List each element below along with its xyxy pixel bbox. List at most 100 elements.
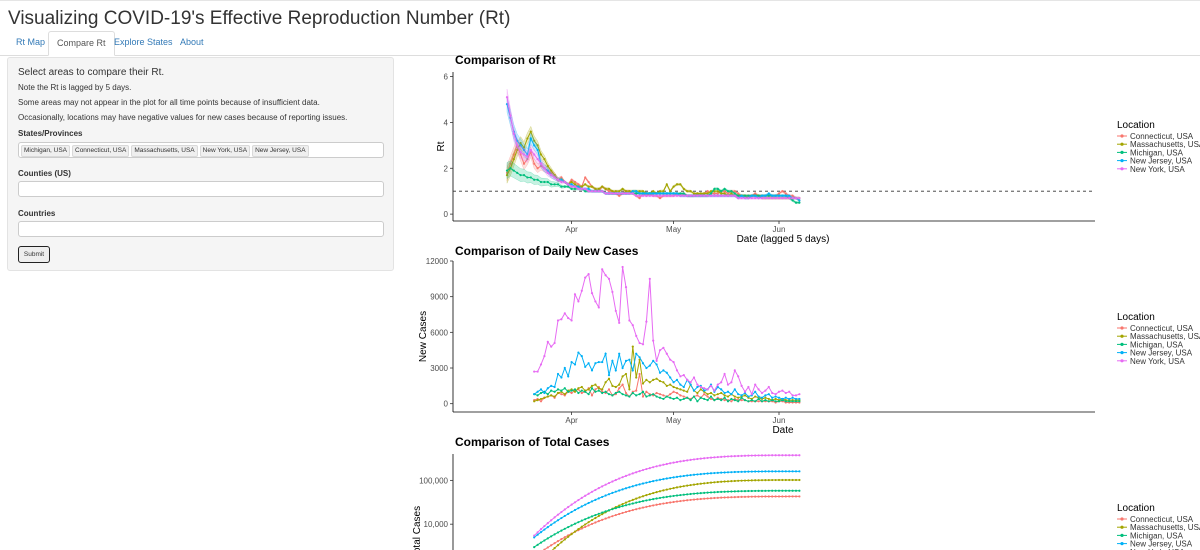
data-point [546, 393, 549, 396]
data-point [774, 393, 777, 396]
data-point [584, 503, 587, 506]
data-point [638, 341, 641, 345]
data-point [760, 194, 764, 197]
state-chip[interactable]: New York, USA [199, 145, 251, 157]
state-chip[interactable]: New Jersey, USA [252, 145, 309, 157]
states-select[interactable]: Michigan, USA Connecticut, USA Massachus… [18, 142, 384, 158]
data-point [550, 171, 553, 174]
data-point [601, 511, 604, 514]
data-point [703, 397, 706, 401]
data-point [587, 180, 590, 184]
data-point [696, 400, 699, 403]
data-point [730, 381, 733, 384]
data-point [563, 312, 566, 315]
data-point [621, 505, 624, 508]
data-point [703, 393, 706, 396]
state-chip[interactable]: Michigan, USA [21, 145, 70, 157]
state-chip[interactable]: Connecticut, USA [72, 145, 130, 157]
data-point [764, 396, 767, 399]
data-point [604, 510, 607, 513]
data-point [641, 395, 645, 398]
data-point [720, 471, 723, 474]
data-point [580, 389, 583, 392]
data-point [730, 471, 733, 474]
data-point [536, 390, 539, 393]
data-point [757, 470, 760, 473]
tab-rt-map[interactable]: Rt Map [16, 37, 46, 47]
data-point [720, 480, 723, 483]
data-point [672, 397, 675, 401]
data-point [757, 395, 760, 398]
data-point [641, 382, 645, 385]
data-point [747, 196, 750, 200]
counties-select[interactable] [18, 181, 384, 197]
data-point [675, 391, 679, 395]
data-point [662, 489, 665, 492]
data-point [686, 190, 689, 193]
data-point [767, 489, 770, 492]
data-point [682, 389, 685, 392]
data-point [587, 492, 590, 495]
data-point [577, 521, 580, 524]
tab-explore-states[interactable]: Explore States [114, 37, 173, 47]
data-point [543, 396, 546, 399]
data-point [652, 378, 655, 381]
data-point [760, 479, 764, 482]
state-chip[interactable]: Massachusetts, USA [131, 145, 198, 157]
data-point [675, 460, 679, 464]
data-point [726, 383, 730, 386]
data-point [706, 399, 709, 402]
data-point [601, 485, 604, 488]
countries-select[interactable] [18, 221, 384, 237]
data-point [750, 495, 753, 498]
data-point [709, 472, 713, 475]
data-point [784, 478, 787, 482]
data-point [771, 196, 774, 200]
data-point [553, 542, 556, 545]
data-point [764, 470, 767, 473]
chart-title: Comparison of Daily New Cases [455, 244, 639, 258]
x-axis-title: Date [772, 425, 794, 436]
data-point [689, 474, 692, 477]
data-point [614, 309, 617, 313]
data-point [590, 500, 594, 503]
data-point [601, 495, 604, 499]
data-point [774, 478, 777, 482]
data-point [723, 455, 726, 458]
data-point [798, 199, 801, 202]
data-point [672, 500, 675, 504]
data-point [669, 358, 672, 361]
data-point [692, 376, 696, 379]
data-point [546, 340, 549, 343]
submit-button[interactable]: Submit [18, 246, 50, 263]
y-tick-label: 3000 [430, 364, 448, 373]
data-point [740, 196, 743, 200]
tab-compare-rt[interactable]: Compare Rt [48, 31, 115, 56]
data-point [689, 483, 692, 487]
data-point [641, 192, 645, 195]
data-point [682, 499, 685, 502]
data-point [682, 194, 685, 197]
legend-label: Connecticut, USA [1130, 515, 1194, 524]
data-point [760, 495, 764, 498]
data-point [594, 498, 597, 501]
data-point [686, 499, 689, 502]
data-point [781, 196, 784, 200]
data-point [631, 369, 634, 372]
legend-label: Massachusetts, USA [1130, 332, 1200, 341]
data-point [696, 385, 699, 389]
y-tick-label: 4 [444, 118, 449, 127]
data-point [743, 390, 747, 393]
tab-about[interactable]: About [180, 37, 204, 47]
data-point [563, 527, 566, 530]
data-point [529, 176, 532, 179]
data-point [703, 497, 706, 500]
x-tick-label: Jun [773, 225, 786, 234]
data-point [628, 395, 631, 398]
data-point [621, 502, 624, 506]
data-point [716, 455, 719, 459]
data-point [682, 474, 685, 478]
data-point [743, 399, 747, 402]
data-point [686, 474, 689, 477]
data-point [607, 516, 611, 519]
